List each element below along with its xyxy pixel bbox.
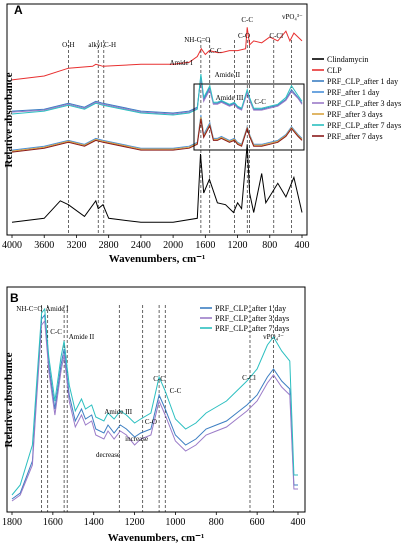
x-tick-label-4: 1000 bbox=[165, 517, 185, 528]
panel-b-series bbox=[11, 307, 298, 502]
annotation-2: C-C bbox=[50, 328, 62, 336]
annotation-0: O-H bbox=[62, 41, 74, 49]
annotation-1: alkyl C-H bbox=[88, 41, 116, 49]
annotation-0: NH-C=O bbox=[16, 305, 42, 313]
legend-label-0: Clindamycin bbox=[327, 55, 368, 64]
annotation-9: Amide II bbox=[215, 71, 241, 79]
annotation-6: C-C bbox=[153, 375, 165, 383]
panel-b-x-ticks: 1800 1600 1400 1200 1000 800 600 400 bbox=[2, 512, 306, 528]
annotation-8: C-Cl bbox=[242, 374, 256, 382]
annotation-5: C-O bbox=[238, 32, 250, 40]
series-line-2 bbox=[11, 307, 298, 496]
series-line-3 bbox=[11, 114, 303, 151]
annotation-11: C-C bbox=[254, 98, 266, 106]
x-tick-label-8: 800 bbox=[262, 240, 277, 251]
panel-a-zoom-box bbox=[193, 83, 305, 151]
panel-a-xlabel: Wavenumbers, cm⁻¹ bbox=[109, 253, 206, 265]
annotation-7: C-Cl bbox=[269, 32, 283, 40]
x-tick-label-1: 1600 bbox=[43, 517, 63, 528]
legend-label-7: PRF_after 7 days bbox=[327, 132, 383, 141]
panel-a-frame bbox=[6, 3, 308, 236]
annotation-1: Amide I bbox=[45, 305, 69, 313]
x-tick-label-0: 1800 bbox=[2, 517, 22, 528]
series-line-5 bbox=[11, 116, 303, 152]
panel-b-annotations: NH-C=O Amide I C-C Amide II Amide III C-O C-C C… bbox=[16, 305, 284, 459]
panel-b-frame bbox=[6, 286, 306, 513]
legend-label-4: PRF_CLP_after 3 days bbox=[327, 99, 401, 108]
annotation-4: Amide III bbox=[104, 408, 132, 416]
series-line-0 bbox=[11, 144, 303, 223]
annotation-7: C-C bbox=[170, 387, 182, 395]
series-line-2 bbox=[11, 75, 303, 114]
panel-b: B 1800 1600 1400 1200 1000 800 600 400 Relative… bbox=[2, 286, 306, 544]
x-tick-label-6: 1600 bbox=[195, 240, 215, 251]
legend-label-5: PRF_after 3 days bbox=[327, 110, 383, 119]
x-tick-label-7: 1200 bbox=[228, 240, 248, 251]
annotation-8: Amide I bbox=[170, 59, 194, 67]
annotation-6: vPO₄³⁻ bbox=[282, 13, 303, 21]
annotation-10: decrease bbox=[96, 451, 120, 459]
x-tick-label-5: 2000 bbox=[163, 240, 183, 251]
x-tick-label-9: 400 bbox=[295, 240, 310, 251]
series-line-4 bbox=[11, 77, 303, 115]
panel-a: A 4000 3600 3200 2800 2400 2000 1600 1200 800 400… bbox=[2, 3, 401, 265]
legend-label-2: PRF_CLP_after 7 days bbox=[215, 324, 289, 333]
series-line-0 bbox=[11, 313, 298, 500]
series-line-7 bbox=[11, 118, 303, 153]
x-tick-label-4: 2400 bbox=[131, 240, 151, 251]
annotation-10: Amide III bbox=[216, 94, 244, 102]
annotation-11: increase bbox=[125, 435, 148, 443]
legend-label-0: PRF_CLP_after 1 day bbox=[215, 304, 286, 313]
x-tick-label-5: 800 bbox=[209, 517, 224, 528]
legend-label-1: CLP bbox=[327, 66, 342, 75]
panel-a-ylabel: Relative absorbance bbox=[3, 72, 15, 167]
annotation-9: vPO₄³⁻ bbox=[263, 333, 284, 341]
legend-label-1: PRF_CLP_after 3 days bbox=[215, 314, 289, 323]
annotation-3: C-C bbox=[210, 47, 222, 55]
x-tick-label-2: 3200 bbox=[66, 240, 86, 251]
annotation-5: C-O bbox=[145, 418, 157, 426]
panel-a-peak-lines bbox=[68, 40, 292, 235]
panel-b-ylabel: Relative absorbance bbox=[3, 352, 15, 447]
panel-b-peak-lines bbox=[41, 305, 274, 512]
x-tick-label-2: 1400 bbox=[84, 517, 104, 528]
panel-a-letter: A bbox=[14, 3, 23, 17]
panel-b-letter: B bbox=[10, 291, 19, 305]
x-tick-label-0: 4000 bbox=[2, 240, 22, 251]
series-line-1 bbox=[11, 27, 303, 81]
x-tick-label-3: 1200 bbox=[125, 517, 145, 528]
legend-label-3: PRF_after 1 day bbox=[327, 88, 379, 97]
legend-label-2: PRF_CLP_after 1 day bbox=[327, 77, 398, 86]
x-tick-label-3: 2800 bbox=[99, 240, 119, 251]
panel-a-annotations: O-H alkyl C-HNH-C=OC-CC-CC-OvPO₄³⁻C-ClAmi… bbox=[62, 13, 303, 106]
series-line-6 bbox=[11, 73, 303, 116]
legend-label-6: PRF_CLP_after 7 days bbox=[327, 121, 401, 130]
annotation-3: Amide II bbox=[69, 333, 95, 341]
panel-a-x-ticks: 4000 3600 3200 2800 2400 2000 1600 1200 800 400 bbox=[2, 235, 310, 251]
x-tick-label-1: 3600 bbox=[34, 240, 54, 251]
x-tick-label-7: 400 bbox=[291, 517, 306, 528]
panel-a-series bbox=[11, 27, 303, 223]
series-line-1 bbox=[11, 319, 298, 502]
annotation-2: NH-C=O bbox=[184, 36, 210, 44]
panel-a-legend: Clindamycin CLP PRF_CLP_after 1 day PRF_aft… bbox=[312, 55, 401, 141]
x-tick-label-6: 600 bbox=[250, 517, 265, 528]
panel-b-xlabel: Wavenumbers, cm⁻¹ bbox=[108, 532, 205, 544]
annotation-4: C-C bbox=[241, 16, 253, 24]
